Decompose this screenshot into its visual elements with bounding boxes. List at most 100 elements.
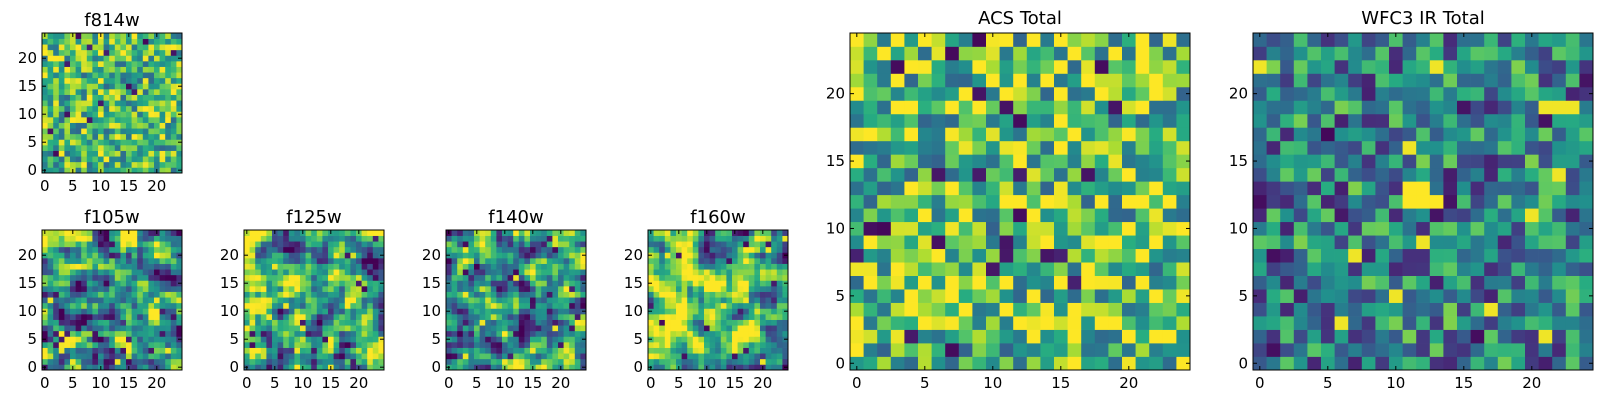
heatmap-cell	[676, 319, 682, 326]
heatmap-cell	[659, 353, 666, 360]
heatmap-cell	[485, 286, 492, 292]
heatmap-cell	[47, 150, 54, 157]
heatmap-cell	[114, 308, 121, 315]
heatmap-cell	[743, 342, 750, 348]
heatmap-cell	[457, 336, 464, 343]
heatmap-cell	[86, 342, 93, 348]
heatmap-cell	[1565, 208, 1580, 223]
heatmap-cell	[1026, 113, 1041, 128]
heatmap-cell	[457, 274, 464, 281]
heatmap-cell	[563, 302, 570, 309]
heatmap-cell	[945, 221, 960, 236]
heatmap-cell	[664, 297, 671, 304]
heatmap-cell	[558, 274, 564, 281]
heatmap-cell	[1565, 302, 1580, 317]
heatmap-cell	[328, 308, 334, 315]
heatmap-cell	[64, 235, 71, 242]
heatmap-cell	[154, 286, 160, 292]
heatmap-cell	[1402, 356, 1417, 371]
heatmap-cell	[546, 325, 553, 332]
heatmap-cell	[850, 154, 864, 169]
heatmap-cell	[255, 308, 262, 315]
heatmap-cell	[1293, 46, 1308, 61]
heatmap-cell	[986, 356, 1000, 371]
heatmap-cell	[563, 330, 570, 337]
heatmap-cell	[98, 61, 104, 67]
heatmap-cell	[563, 314, 570, 320]
heatmap-cell	[485, 235, 492, 242]
heatmap-cell	[1081, 127, 1096, 142]
heatmap-cell	[75, 94, 82, 101]
heatmap-cell	[904, 316, 919, 330]
heatmap-cell	[462, 347, 469, 354]
heatmap-cell	[1361, 316, 1376, 330]
heatmap-cell	[283, 269, 290, 276]
heatmap-cell	[114, 61, 121, 67]
heatmap-cell	[294, 241, 301, 248]
heatmap-cell	[676, 274, 682, 281]
heatmap-cell	[692, 308, 699, 315]
heatmap-cell	[294, 291, 301, 298]
y-tick-label: 15	[624, 274, 643, 292]
heatmap-cell	[1389, 140, 1403, 155]
heatmap-cell	[524, 230, 531, 236]
heatmap-cell	[350, 263, 357, 270]
heatmap-cell	[1538, 262, 1553, 276]
heatmap-cell	[743, 230, 750, 236]
heatmap-cell	[1511, 140, 1526, 155]
heatmap-cell	[64, 263, 71, 270]
heatmap-cell	[1122, 235, 1136, 250]
heatmap-cell	[1149, 235, 1164, 250]
heatmap-cell	[1293, 167, 1308, 182]
heatmap-cell	[42, 286, 48, 292]
heatmap-cell	[47, 33, 54, 39]
heatmap-cell	[748, 358, 755, 365]
heatmap-cell	[154, 83, 160, 90]
heatmap-cell	[316, 336, 323, 343]
heatmap-cell	[535, 347, 542, 354]
heatmap-cell	[70, 235, 76, 242]
heatmap-cell	[648, 274, 654, 281]
heatmap-cell	[1402, 343, 1417, 357]
heatmap-cell	[877, 329, 892, 344]
heatmap-cell	[131, 33, 138, 39]
heatmap-cell	[131, 269, 138, 276]
heatmap-cell	[676, 353, 682, 360]
heatmap-cell	[850, 140, 864, 155]
heatmap-cell	[344, 235, 351, 242]
heatmap-cell	[294, 230, 301, 236]
heatmap-cell	[732, 314, 738, 320]
heatmap-cell	[715, 286, 722, 292]
heatmap-cell	[530, 358, 536, 365]
heatmap-cell	[47, 353, 54, 360]
heatmap-cell	[850, 356, 864, 371]
heatmap-cell	[86, 133, 93, 140]
heatmap-cell	[277, 358, 284, 365]
heatmap-cell	[507, 314, 514, 320]
heatmap-cell	[81, 167, 88, 174]
heatmap-cell	[176, 263, 183, 270]
heatmap-cell	[720, 258, 727, 264]
heatmap-cell	[148, 49, 155, 56]
heatmap-cell	[344, 364, 351, 371]
heatmap-cell	[670, 358, 677, 365]
heatmap-cell	[513, 347, 520, 354]
heatmap-cell	[1026, 73, 1041, 88]
heatmap-cell	[574, 302, 581, 309]
heatmap-cell	[283, 353, 290, 360]
heatmap-cell	[535, 342, 542, 348]
heatmap-cell	[42, 72, 48, 79]
heatmap-cell	[552, 314, 559, 320]
heatmap-cell	[249, 269, 256, 276]
heatmap-cell	[931, 221, 946, 236]
axes-frame	[1252, 32, 1594, 371]
heatmap-cell	[1280, 302, 1295, 317]
heatmap-cell	[1497, 194, 1512, 209]
heatmap-cell	[1348, 316, 1363, 330]
heatmap-cell	[350, 241, 357, 248]
heatmap-cell	[154, 325, 160, 332]
heatmap-cell	[541, 302, 548, 309]
heatmap-cell	[648, 353, 654, 360]
heatmap-cell	[339, 319, 346, 326]
heatmap-cell	[109, 269, 116, 276]
